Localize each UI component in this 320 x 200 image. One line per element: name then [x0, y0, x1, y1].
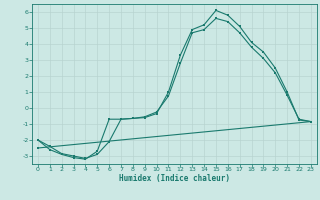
X-axis label: Humidex (Indice chaleur): Humidex (Indice chaleur) [119, 174, 230, 183]
